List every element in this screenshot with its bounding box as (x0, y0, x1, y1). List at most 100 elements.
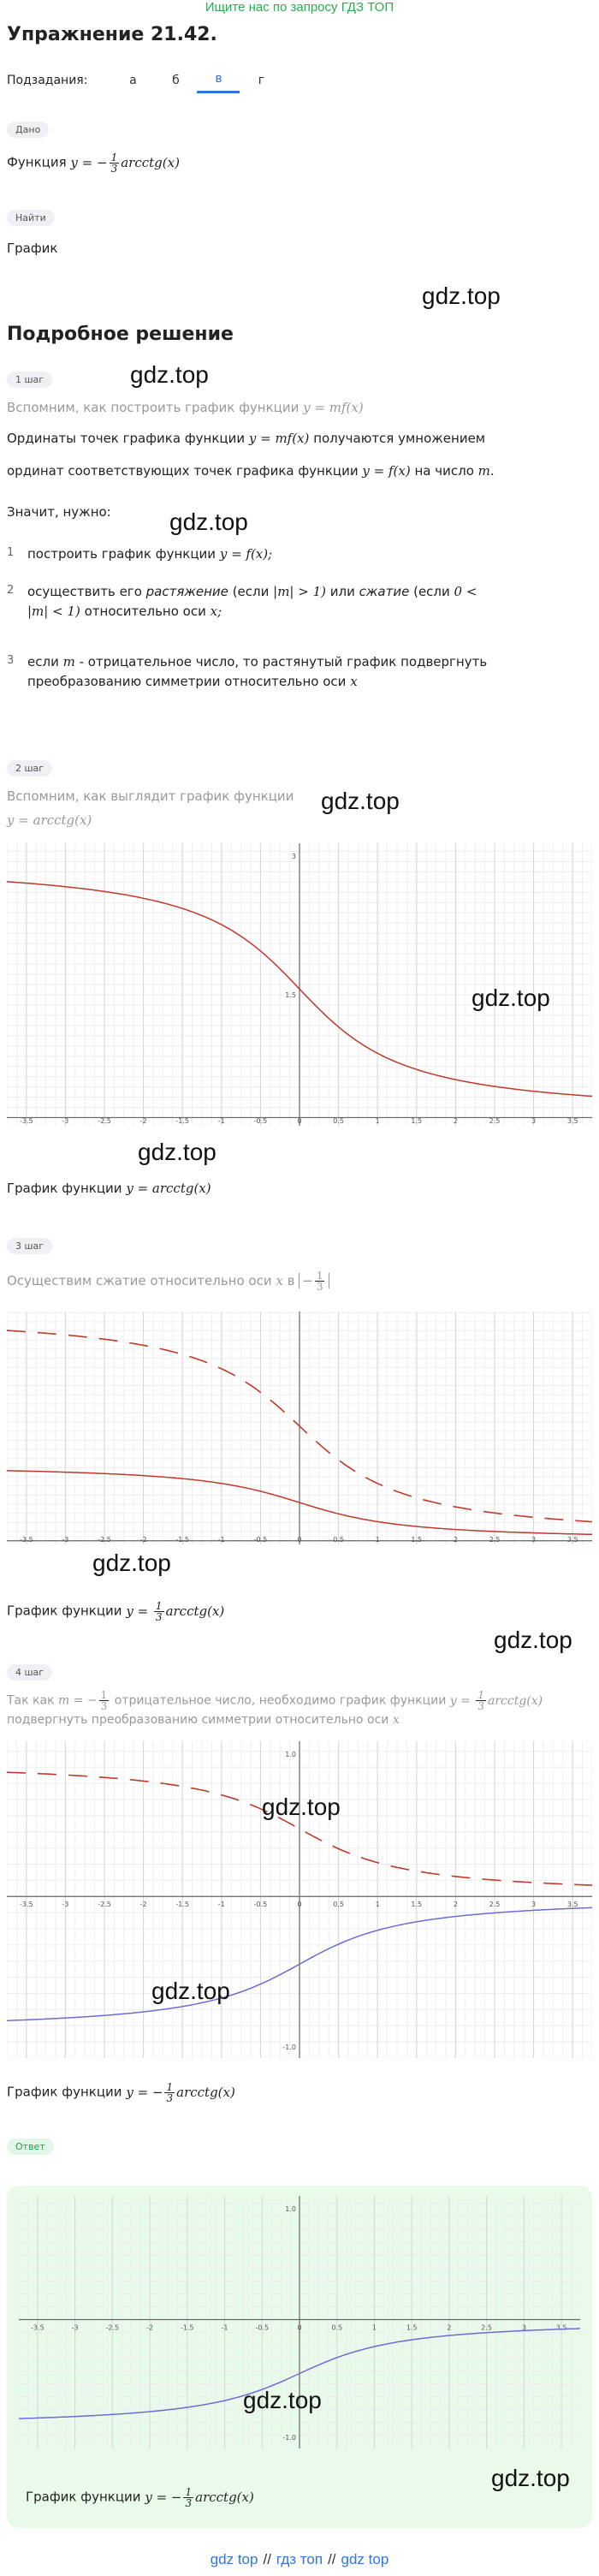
step1-need: Значит, нужно: (7, 504, 111, 520)
curve-compressed-dashed (7, 1771, 592, 1886)
top-banner[interactable]: Ищите нас по запросу ГДЗ ТОП (205, 0, 394, 15)
y-tick-label: 1.5 (285, 991, 296, 999)
answer-pill: Ответ (7, 2139, 54, 2155)
page-title: Упражнение 21.42. (7, 24, 217, 45)
watermark: gdz.top (138, 1139, 216, 1165)
x-tick-label: 1.5 (411, 1901, 422, 1908)
step1-p1: Ординаты точек графика функции y = mf(x)… (7, 431, 486, 446)
x-tick-label: -1 (218, 1117, 225, 1125)
footer-link[interactable]: гдз топ (276, 2551, 323, 2567)
x-tick-label: 3.5 (556, 2323, 567, 2331)
list-item: 2 осуществить его растяжение (если |m| >… (7, 584, 477, 619)
x-tick-label: -2 (140, 1901, 147, 1908)
x-tick-label: 0.5 (333, 1901, 344, 1908)
curve-reflected (7, 1907, 592, 2022)
x-tick-label: -0.5 (254, 1901, 268, 1908)
given-formula: y = −1 3 arcctg(x) (70, 152, 180, 175)
x-tick-label: 2.5 (489, 1117, 501, 1125)
x-tick-label: 0 (297, 2323, 301, 2331)
x-tick-label: -1 (222, 2323, 228, 2331)
x-tick-label: -3.5 (20, 1901, 33, 1908)
tab-a[interactable]: а (129, 73, 137, 87)
x-tick-label: 0 (297, 1536, 301, 1544)
curve-answer (19, 2328, 580, 2419)
x-tick-label: -1.5 (175, 1117, 189, 1125)
footer-links: gdz top//гдз топ//gdz top (210, 2551, 389, 2567)
x-tick-label: 2 (447, 2323, 451, 2331)
watermark: gdz.top (92, 1550, 171, 1576)
x-tick-label: -2 (140, 1117, 147, 1125)
footer-link[interactable]: gdz top (210, 2551, 258, 2567)
x-tick-label: -0.5 (255, 2323, 269, 2331)
x-tick-label: 2.5 (489, 1901, 501, 1908)
x-tick-label: 1.5 (406, 2323, 418, 2331)
x-tick-label: 1 (372, 2323, 377, 2331)
chart-compressed: -3.5 -3 -2.5 -2 -1.5 -1 -0.5 0 0.5 1 1.5 2 2.5 3 3.5 (7, 1312, 592, 1544)
x-tick-label: 0.5 (333, 1536, 344, 1544)
x-tick-label: 2 (454, 1117, 458, 1125)
watermark: gdz.top (130, 361, 209, 388)
step1-pill: 1 шаг (7, 372, 53, 388)
chart-reflected: -3.5 -3 -2.5 -2 -1.5 -1 -0.5 0 0.5 1 1.5 2 2.5 3 3.5 1.… (7, 1741, 592, 2058)
x-tick-label: -2.5 (98, 1901, 111, 1908)
step2-caption: График функции y = arcctg(x) (7, 1181, 211, 1196)
x-tick-label: -3 (62, 1117, 68, 1125)
x-tick-label: 0.5 (333, 1117, 344, 1125)
x-tick-label: 3 (531, 1117, 536, 1125)
step3-pill: 3 шаг (7, 1238, 53, 1254)
x-tick-label: -2 (146, 2323, 153, 2331)
y-tick-label: 3 (292, 853, 296, 860)
find-pill: Найти (7, 210, 55, 226)
step1-recall: Вспомним, как построить график функции y… (7, 400, 364, 415)
x-tick-label: 2.5 (489, 1536, 501, 1544)
step2-recall: Вспомним, как выглядит график функции (7, 788, 294, 804)
chart-arcctg: -3.5 -3 -2.5 -2 -1.5 -1 -0.5 0 0.5 1 1.5 2 2.5 3 3.5 3 1… (7, 843, 592, 1126)
x-tick-label: 1 (376, 1117, 380, 1125)
given-pill: Дано (7, 122, 50, 138)
step2-math: y = arcctg(x) (7, 812, 92, 828)
watermark: gdz.top (262, 1794, 341, 1820)
x-tick-label: -0.5 (254, 1536, 268, 1544)
subtasks-label: Подзадания: (7, 73, 88, 87)
given-text: Функция y = −1 3 arcctg(x) (7, 152, 180, 174)
x-tick-label: -2.5 (98, 1117, 111, 1125)
x-tick-label: 1 (376, 1901, 380, 1908)
x-tick-label: 1.5 (411, 1117, 422, 1125)
step4-text: Так как m = −1 3 отрицательное число, нео… (7, 1689, 543, 1727)
x-tick-label: 3 (531, 1901, 536, 1908)
step4-caption: График функции y = −1 3 arcctg(x) (7, 2081, 235, 2104)
y-tick-label: 1.0 (285, 1751, 296, 1758)
x-tick-label: -3 (72, 2323, 79, 2331)
x-tick-label: 3 (522, 2323, 526, 2331)
x-tick-label: -2.5 (106, 2323, 120, 2331)
footer-link[interactable]: gdz top (341, 2551, 389, 2567)
tab-b[interactable]: б (172, 73, 180, 87)
x-tick-label: -0.5 (254, 1117, 268, 1125)
watermark: gdz.top (321, 788, 400, 814)
step1-p2: ординат соответствующих точек графика фу… (7, 463, 495, 479)
x-tick-label: 1.5 (411, 1536, 422, 1544)
step2-pill: 2 шаг (7, 760, 53, 776)
watermark: gdz.top (471, 985, 550, 1011)
watermark: gdz.top (151, 1978, 230, 2004)
x-tick-label: -3.5 (20, 1117, 33, 1125)
curve-arcctg-dashed (7, 1330, 592, 1523)
find-text: График (7, 241, 58, 256)
tab-g[interactable]: г (258, 73, 265, 87)
watermark: gdz.top (243, 2387, 322, 2413)
watermark: gdz.top (491, 2465, 570, 2491)
x-tick-label: 3.5 (567, 1117, 578, 1125)
tab-v[interactable]: в (197, 67, 240, 93)
y-tick-label: 1.0 (285, 2205, 296, 2213)
x-tick-label: -2.5 (98, 1536, 111, 1544)
list-item: 1 построить график функции y = f(x); (7, 546, 273, 562)
y-tick-label: -1.0 (282, 2434, 296, 2442)
x-tick-label: 3.5 (567, 1901, 578, 1908)
solution-title: Подробное решение (7, 324, 234, 345)
answer-box: -3.5 -3 -2.5 -2 -1.5 -1 -0.5 0 0.5 1 1.5 2 2.5 3 3.5 1.… (7, 2186, 592, 2528)
x-tick-label: -3.5 (20, 1536, 33, 1544)
subtasks-nav: Подзадания: а б в г (7, 67, 282, 93)
x-tick-label: -1.5 (175, 1901, 189, 1908)
x-tick-label: 0 (297, 1117, 301, 1125)
watermark: gdz.top (422, 283, 501, 309)
